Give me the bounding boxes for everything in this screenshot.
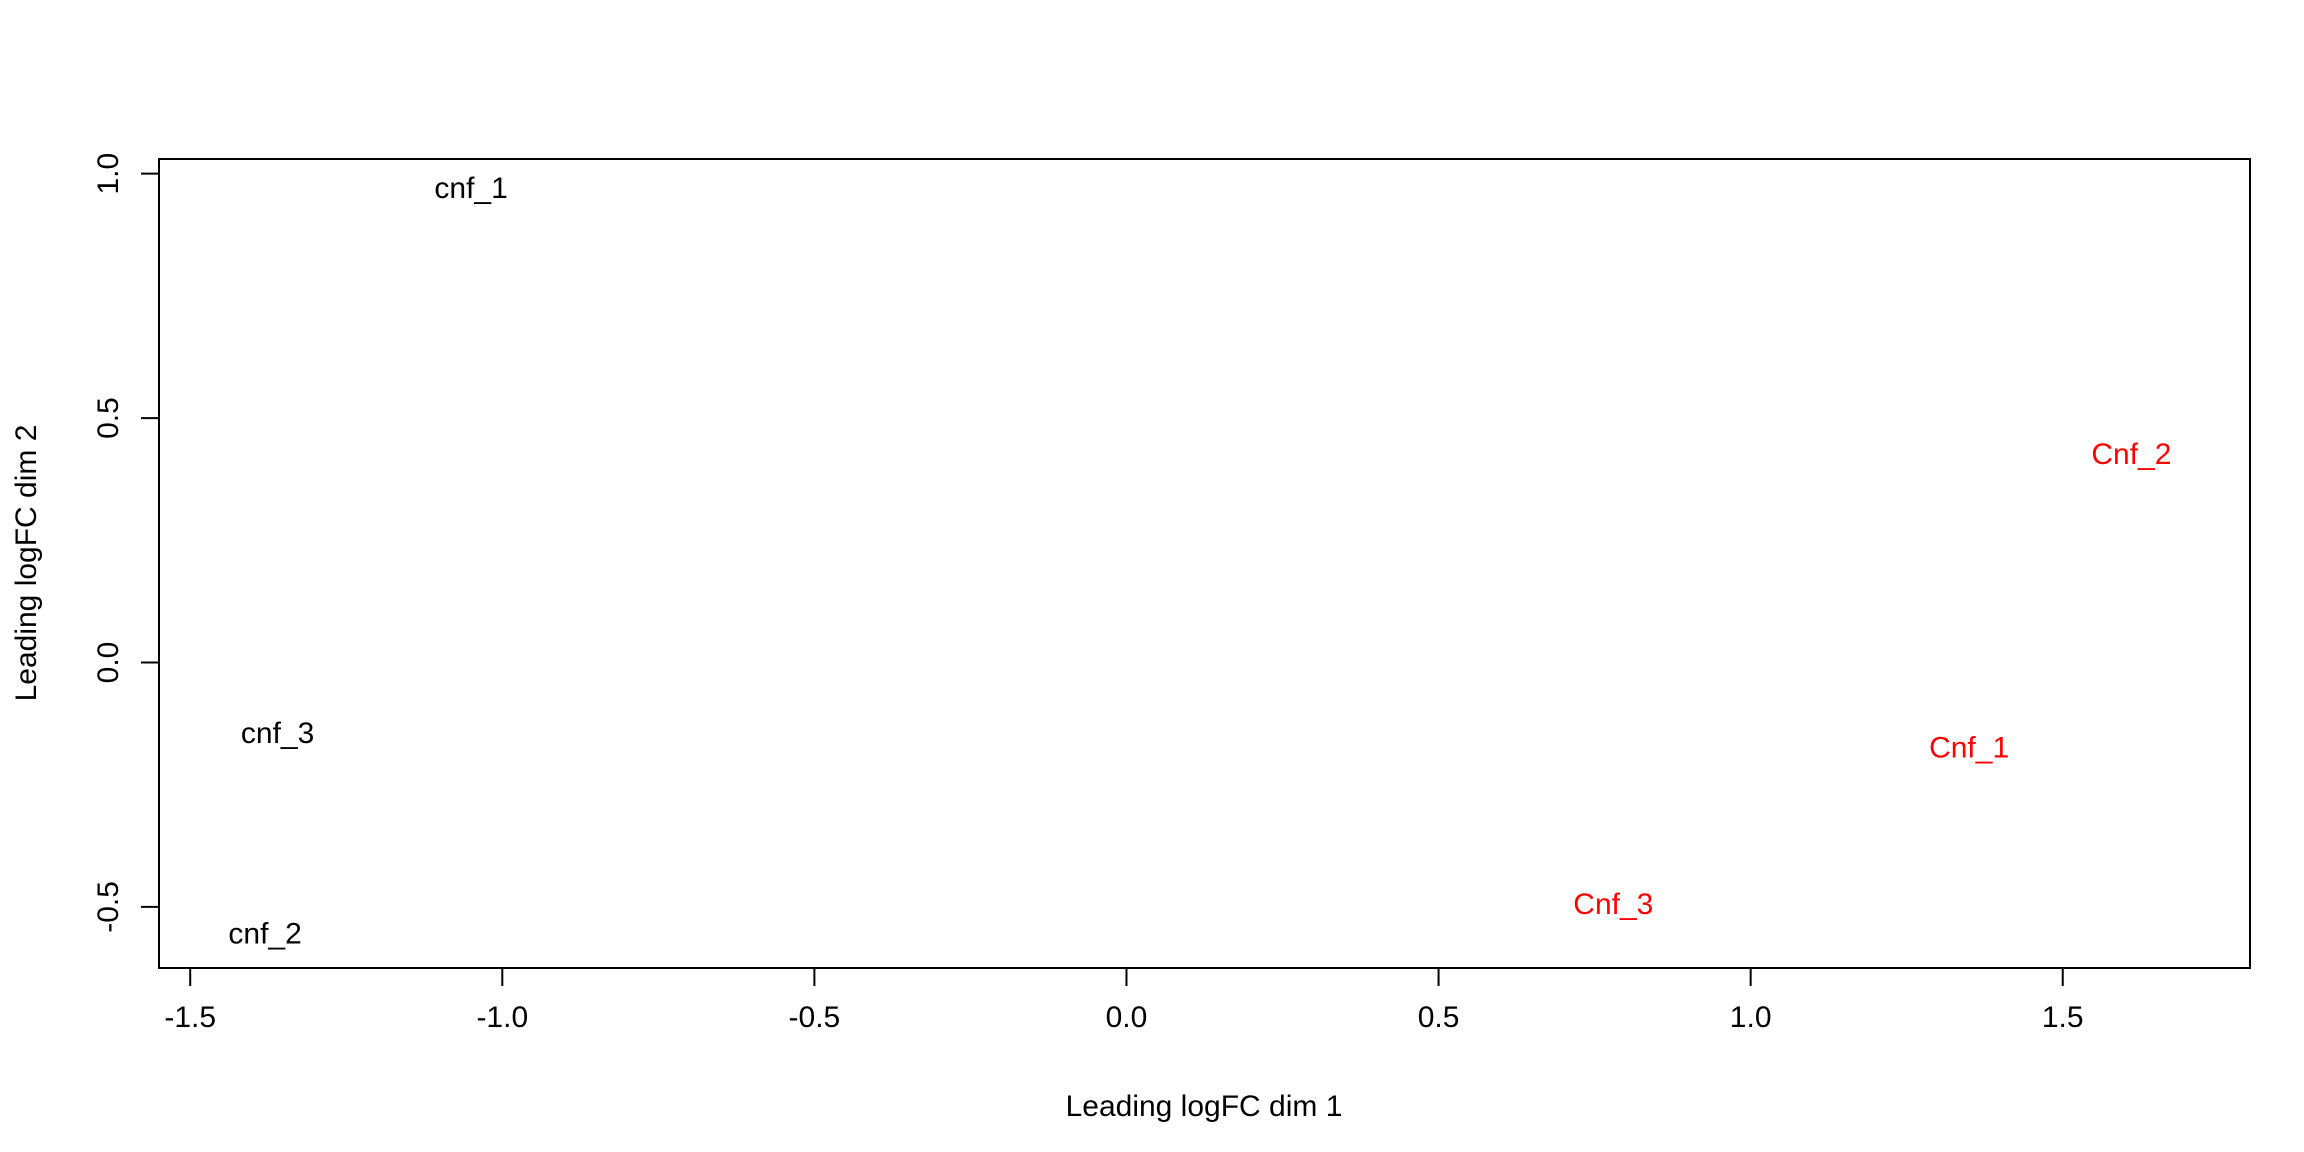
x-tick-label: 0.0 [1106,1001,1148,1034]
plot-frame [158,158,2251,969]
point-label-cnf_2: cnf_2 [228,917,301,950]
y-tick-label: -0.5 [92,881,125,933]
x-tick-label: -1.5 [164,1001,216,1034]
y-axis-label: Leading logFC dim 2 [10,425,43,702]
point-label-cnf_3: cnf_3 [241,717,314,750]
point-label-cnf_3: Cnf_3 [1573,888,1653,921]
point-labels: cnf_1 cnf_3 cnf_2 Cnf_2 Cnf_1 Cnf_3 [228,172,2171,950]
x-tick-label: -0.5 [789,1001,841,1034]
x-axis: -1.5 -1.0 -0.5 0.0 0.5 1.0 1.5 [164,967,2084,1034]
x-tick-label: 1.5 [2042,1001,2084,1034]
y-axis: -0.5 0.0 0.5 1.0 [92,153,160,933]
x-axis-label: Leading logFC dim 1 [1066,1090,1343,1123]
x-tick-label: 0.5 [1418,1001,1460,1034]
point-label-cnf_1: Cnf_1 [1929,732,2009,765]
point-label-cnf_2: Cnf_2 [2091,438,2171,471]
point-label-cnf_1: cnf_1 [434,172,507,205]
y-tick-label: 1.0 [92,153,125,195]
y-tick-label: 0.0 [92,642,125,684]
x-tick-label: 1.0 [1730,1001,1772,1034]
y-tick-label: 0.5 [92,397,125,439]
x-tick-label: -1.0 [476,1001,528,1034]
